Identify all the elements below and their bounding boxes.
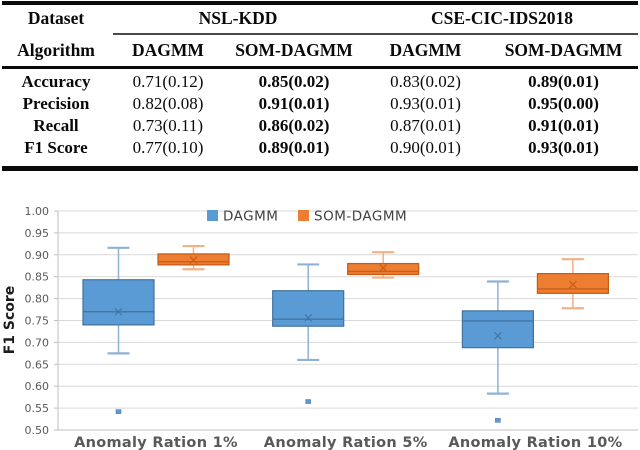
mean-marker (189, 256, 198, 264)
x-category-label: Anomaly Ration 1% (74, 435, 238, 450)
table-header-row-dataset: Dataset NSL-KDD CSE-CIC-IDS2018 (0, 4, 640, 33)
legend-swatch (298, 210, 309, 221)
x-category-label: Anomaly Ration 5% (264, 435, 428, 450)
value-cell: 0.93(0.01) (528, 138, 599, 157)
value-cell: 0.87(0.01) (390, 116, 461, 135)
value-cell: 0.73(0.11) (132, 116, 204, 135)
row-label: Recall (33, 116, 79, 135)
table-row: F1 Score 0.77(0.10) 0.89(0.01) 0.90(0.01… (0, 137, 640, 159)
table-header-row-algorithm: Algorithm DAGMM SOM-DAGMM DAGMM SOM-DAGM… (0, 35, 640, 65)
table-cmid-rule (113, 33, 638, 35)
mean-marker (304, 313, 313, 322)
mean-marker (114, 307, 123, 316)
value-cell: 0.89(0.01) (258, 138, 330, 157)
value-cell: 0.83(0.02) (390, 72, 461, 91)
outlier-point (115, 409, 122, 414)
row-label: F1 Score (24, 138, 88, 157)
box (82, 279, 155, 326)
value-cell: 0.77(0.10) (132, 138, 204, 157)
value-cell: 0.89(0.01) (528, 72, 599, 91)
boxplot-svg: 1.00 0.95 0.90 0.85 0.80 0.75 0.70 0.65 0.60 0.55… (2, 205, 638, 450)
y-tick-label: 0.70 (25, 336, 50, 349)
box (461, 310, 534, 349)
y-tick-label: 0.95 (25, 227, 50, 240)
value-cell: 0.93(0.01) (390, 94, 461, 113)
table-row: Precision 0.82(0.08) 0.91(0.01) 0.93(0.0… (0, 93, 640, 115)
value-cell: 0.91(0.01) (528, 116, 599, 135)
header-dataset: Dataset (27, 8, 85, 28)
value-cell: 0.91(0.01) (258, 94, 330, 113)
x-category-label: Anomaly Ration 10% (448, 435, 622, 450)
box (272, 290, 345, 327)
header-somdagmm-nsl: SOM-DAGMM (235, 39, 353, 60)
outlier-point (305, 399, 311, 404)
table-top-rule (2, 1, 638, 5)
value-cell: 0.86(0.02) (258, 116, 330, 135)
row-label: Precision (22, 94, 90, 113)
y-tick-label: 0.60 (25, 380, 50, 393)
header-nsl-kdd: NSL-KDD (198, 8, 278, 28)
table-mid-rule (2, 66, 638, 69)
value-cell: 0.71(0.12) (132, 72, 204, 91)
y-tick-label: 1.00 (25, 205, 50, 218)
y-tick-label: 0.80 (25, 293, 50, 306)
value-cell: 0.85(0.02) (258, 72, 330, 91)
results-table: Dataset NSL-KDD CSE-CIC-IDS2018 Algorith… (0, 0, 640, 180)
y-axis-title: F1 Score (2, 286, 18, 355)
header-somdagmm-cse: SOM-DAGMM (504, 39, 623, 60)
y-tick-label: 0.75 (25, 315, 50, 328)
box (347, 262, 420, 276)
table-row: Recall 0.73(0.11) 0.86(0.02) 0.87(0.01) … (0, 115, 640, 137)
mean-marker (568, 280, 577, 289)
legend-label: DAGMM (223, 209, 278, 225)
row-label: Accuracy (21, 72, 91, 91)
header-algorithm: Algorithm (17, 39, 95, 60)
header-cse-cic-ids2018: CSE-CIC-IDS2018 (431, 8, 573, 28)
table-body: Accuracy 0.71(0.12) 0.85(0.02) 0.83(0.02… (0, 71, 640, 159)
boxplot-chart: 1.00 0.95 0.90 0.85 0.80 0.75 0.70 0.65 0.60 0.55… (0, 183, 640, 450)
mean-marker (379, 264, 388, 272)
header-dagmm-nsl: DAGMM (132, 39, 204, 60)
outlier-point (495, 418, 501, 423)
value-cell: 0.82(0.08) (132, 94, 204, 113)
legend-swatch (207, 210, 218, 221)
header-dagmm-cse: DAGMM (389, 39, 462, 60)
mean-marker (493, 331, 502, 340)
y-tick-label: 0.55 (25, 402, 50, 415)
y-tick-label: 0.85 (25, 271, 50, 284)
y-tick-label: 0.90 (25, 249, 50, 262)
y-tick-label: 0.65 (25, 358, 50, 371)
value-cell: 0.90(0.01) (390, 138, 461, 157)
value-cell: 0.95(0.00) (528, 94, 599, 113)
legend-label: SOM-DAGMM (314, 209, 407, 225)
y-tick-label: 0.50 (25, 424, 50, 437)
table-bottom-rule (2, 166, 638, 171)
table-row: Accuracy 0.71(0.12) 0.85(0.02) 0.83(0.02… (0, 71, 640, 93)
box (536, 273, 610, 294)
